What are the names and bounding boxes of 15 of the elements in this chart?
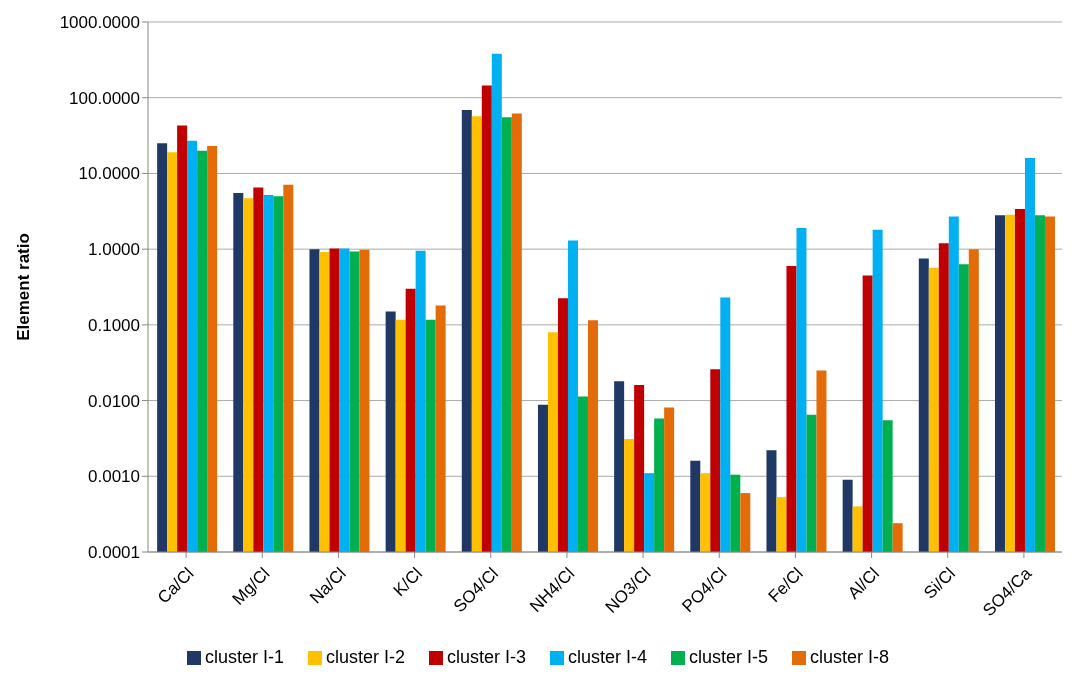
legend-label: cluster I-2 [325, 647, 405, 667]
y-tick-label: 0.0001 [88, 543, 140, 563]
legend-label: cluster I-3 [446, 647, 526, 667]
y-tick-label: 1.0000 [88, 240, 140, 260]
y-tick-label: 10.0000 [78, 164, 140, 184]
legend-label: cluster I-5 [689, 647, 769, 667]
y-tick-label: 1000.0000 [59, 13, 140, 33]
legend-label: cluster I-4 [568, 647, 648, 667]
y-tick-label: 100.0000 [69, 88, 140, 108]
y-tick-label: 0.0100 [88, 391, 140, 411]
y-tick-label: 0.1000 [88, 315, 140, 335]
y-tick-label: 0.0010 [88, 467, 140, 487]
legend-label: cluster I-1 [204, 647, 284, 667]
legend-label: cluster I-8 [810, 647, 890, 667]
y-axis-title: Element ratio [14, 233, 34, 341]
